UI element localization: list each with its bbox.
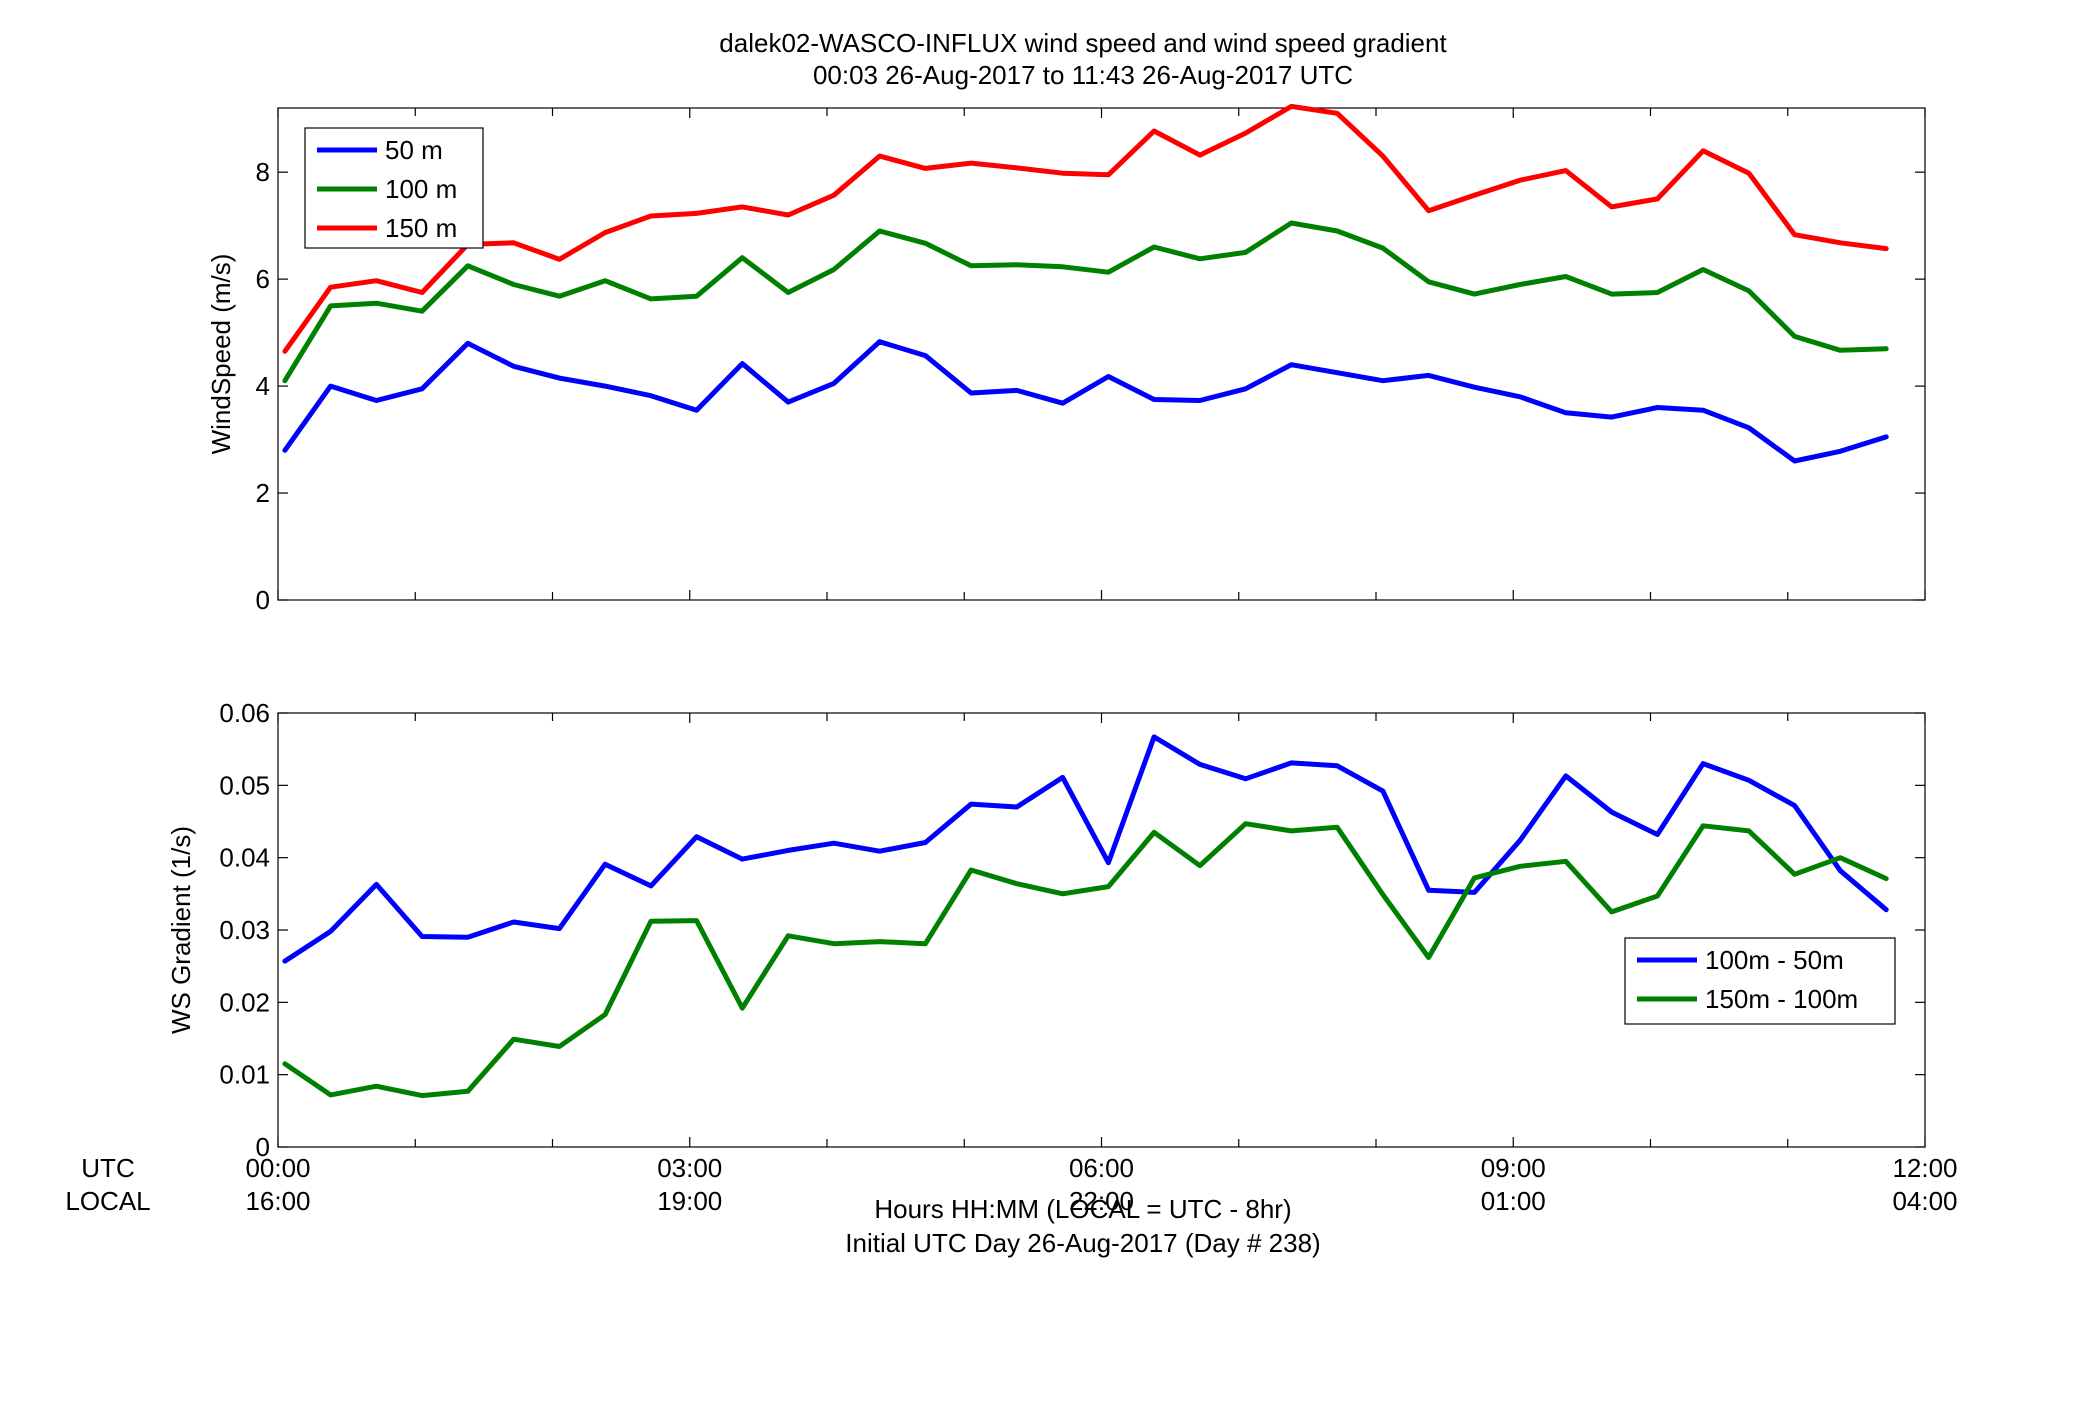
legend-label: 50 m bbox=[385, 135, 443, 165]
utc-tick-label: 00:00 bbox=[245, 1153, 310, 1183]
y-axis-label: WindSpeed (m/s) bbox=[206, 254, 236, 455]
y-tick-label: 0 bbox=[256, 1132, 270, 1162]
local-row-label: LOCAL bbox=[65, 1186, 150, 1216]
time-axis-tick-labels: 00:00 03:00 06:00 09:00 12:00 16:00 19:00 22:00… bbox=[245, 1153, 1957, 1216]
y-tick-label: 0.02 bbox=[219, 987, 270, 1017]
utc-tick-label: 09:00 bbox=[1481, 1153, 1546, 1183]
y-tick-label: 0.05 bbox=[219, 770, 270, 800]
series-line-150-m bbox=[282, 103, 1889, 354]
chart-title-line2: 00:03 26-Aug-2017 to 11:43 26-Aug-2017 U… bbox=[813, 60, 1353, 90]
utc-tick-label: 12:00 bbox=[1892, 1153, 1957, 1183]
local-tick-label: 01:00 bbox=[1481, 1186, 1546, 1216]
local-tick-label: 04:00 bbox=[1892, 1186, 1957, 1216]
y-tick-label: 0 bbox=[256, 585, 270, 615]
local-tick-label: 19:00 bbox=[657, 1186, 722, 1216]
y-tick-label: 0.03 bbox=[219, 915, 270, 945]
y-tick-label: 0.04 bbox=[219, 843, 270, 873]
legend-label: 150m - 100m bbox=[1705, 984, 1858, 1014]
x-axis-label-line2: Initial UTC Day 26-Aug-2017 (Day # 238) bbox=[845, 1228, 1320, 1258]
series-line-100-m bbox=[282, 220, 1889, 384]
y-tick-label: 8 bbox=[256, 157, 270, 187]
y-tick-label: 6 bbox=[256, 264, 270, 294]
utc-tick-label: 03:00 bbox=[657, 1153, 722, 1183]
legend-label: 150 m bbox=[385, 213, 457, 243]
gradient-axes: 0 0.01 0.02 0.03 0.04 0.05 0.06 WS Gradient (1/… bbox=[166, 698, 1926, 1162]
local-tick-label: 22:00 bbox=[1069, 1186, 1134, 1216]
utc-tick-label: 06:00 bbox=[1069, 1153, 1134, 1183]
utc-row-label: UTC bbox=[81, 1153, 134, 1183]
y-axis-label: WS Gradient (1/s) bbox=[166, 826, 196, 1034]
legend-label: 100 m bbox=[385, 174, 457, 204]
y-tick-label: 4 bbox=[256, 371, 270, 401]
legend-box bbox=[1624, 937, 1896, 1025]
y-tick-label: 0.01 bbox=[219, 1060, 270, 1090]
legend-label: 100m - 50m bbox=[1705, 945, 1844, 975]
legend: 50 m 100 m 150 m bbox=[304, 127, 484, 249]
windspeed-axes: 0 2 4 6 8 WindSpeed (m/s) 50 m 100 m 150 m bbox=[206, 103, 1926, 615]
local-tick-label: 16:00 bbox=[245, 1186, 310, 1216]
y-tick-label: 2 bbox=[256, 478, 270, 508]
x-axis-label-line1: Hours HH:MM (LOCAL = UTC - 8hr) bbox=[874, 1194, 1291, 1224]
chart-title-line1: dalek02-WASCO-INFLUX wind speed and wind… bbox=[719, 28, 1447, 58]
series-line-50-m bbox=[282, 339, 1889, 464]
y-tick-label: 0.06 bbox=[219, 698, 270, 728]
series-line-100m---50m bbox=[282, 734, 1889, 964]
series-line-150m---100m bbox=[282, 821, 1889, 1099]
legend: 100m - 50m 150m - 100m bbox=[1624, 937, 1896, 1025]
